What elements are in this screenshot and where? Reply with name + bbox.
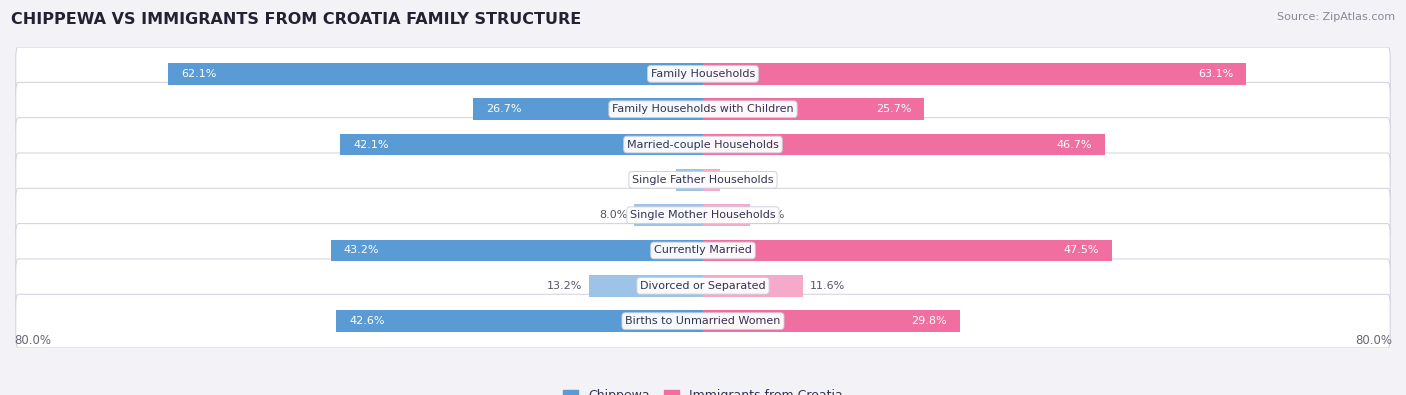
Text: Births to Unmarried Women: Births to Unmarried Women	[626, 316, 780, 326]
Text: 47.5%: 47.5%	[1064, 245, 1099, 256]
Legend: Chippewa, Immigrants from Croatia: Chippewa, Immigrants from Croatia	[558, 384, 848, 395]
Text: 5.4%: 5.4%	[756, 210, 785, 220]
Text: Married-couple Households: Married-couple Households	[627, 139, 779, 150]
FancyBboxPatch shape	[15, 153, 1391, 207]
Text: 8.0%: 8.0%	[599, 210, 627, 220]
FancyBboxPatch shape	[15, 188, 1391, 242]
Bar	[634, 204, 703, 226]
Text: Single Father Households: Single Father Households	[633, 175, 773, 185]
Bar	[330, 239, 703, 261]
Bar	[336, 310, 703, 332]
FancyBboxPatch shape	[15, 47, 1391, 101]
Text: Single Mother Households: Single Mother Households	[630, 210, 776, 220]
FancyBboxPatch shape	[15, 294, 1391, 348]
Bar	[472, 98, 703, 120]
Text: Divorced or Separated: Divorced or Separated	[640, 281, 766, 291]
Text: Family Households: Family Households	[651, 69, 755, 79]
Bar	[703, 98, 924, 120]
FancyBboxPatch shape	[15, 224, 1391, 277]
Text: Source: ZipAtlas.com: Source: ZipAtlas.com	[1277, 12, 1395, 22]
Bar	[703, 310, 960, 332]
Bar	[703, 63, 1246, 85]
Text: 25.7%: 25.7%	[876, 104, 911, 114]
Bar	[703, 275, 803, 297]
Text: 42.1%: 42.1%	[353, 139, 389, 150]
Bar	[589, 275, 703, 297]
Text: Currently Married: Currently Married	[654, 245, 752, 256]
Text: 42.6%: 42.6%	[349, 316, 385, 326]
Text: 43.2%: 43.2%	[344, 245, 380, 256]
Bar	[169, 63, 703, 85]
Text: 29.8%: 29.8%	[911, 316, 946, 326]
Text: CHIPPEWA VS IMMIGRANTS FROM CROATIA FAMILY STRUCTURE: CHIPPEWA VS IMMIGRANTS FROM CROATIA FAMI…	[11, 12, 582, 27]
FancyBboxPatch shape	[15, 118, 1391, 171]
Text: 80.0%: 80.0%	[1355, 333, 1392, 346]
Bar	[340, 134, 703, 156]
Text: 62.1%: 62.1%	[181, 69, 217, 79]
Text: 2.0%: 2.0%	[727, 175, 755, 185]
FancyBboxPatch shape	[15, 83, 1391, 136]
Text: 13.2%: 13.2%	[547, 281, 582, 291]
Bar	[703, 134, 1105, 156]
Text: 3.1%: 3.1%	[641, 175, 669, 185]
FancyBboxPatch shape	[15, 259, 1391, 312]
Text: Family Households with Children: Family Households with Children	[612, 104, 794, 114]
Text: 11.6%: 11.6%	[810, 281, 845, 291]
Text: 63.1%: 63.1%	[1198, 69, 1233, 79]
Bar	[703, 239, 1112, 261]
Text: 80.0%: 80.0%	[14, 333, 51, 346]
Text: 46.7%: 46.7%	[1057, 139, 1092, 150]
Bar	[676, 169, 703, 191]
Bar	[703, 204, 749, 226]
Text: 26.7%: 26.7%	[486, 104, 522, 114]
Bar	[703, 169, 720, 191]
